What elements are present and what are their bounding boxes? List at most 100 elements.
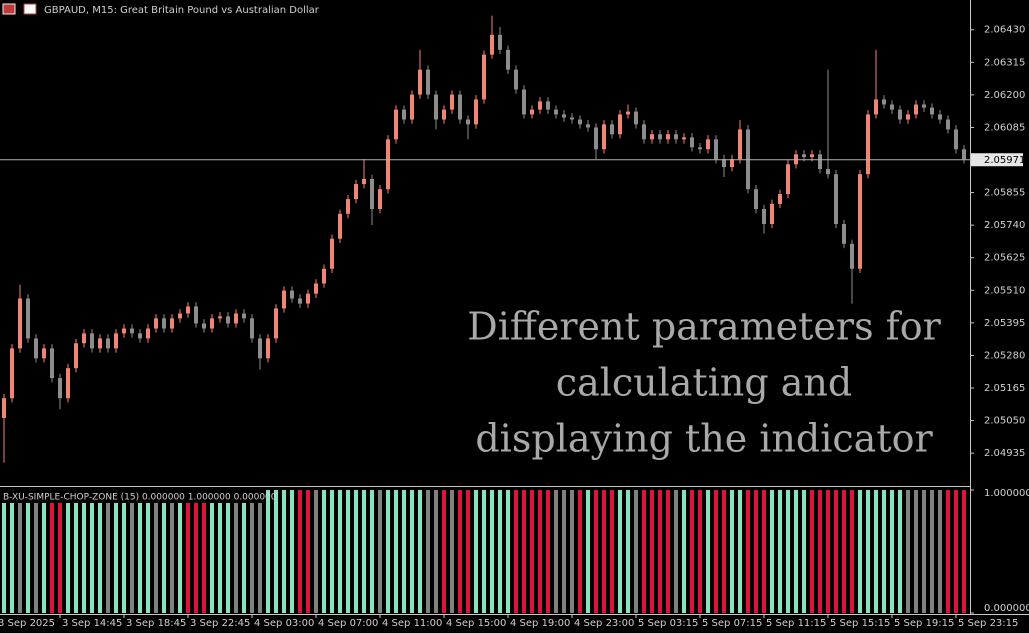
indicator-bar xyxy=(722,490,726,613)
indicator-bar xyxy=(482,490,486,613)
candle-body xyxy=(234,313,238,324)
annotation-line: calculating and xyxy=(556,361,852,405)
indicator-bar xyxy=(834,490,838,613)
candle-body xyxy=(162,318,166,329)
indicator-bar xyxy=(90,490,94,613)
candle-body xyxy=(530,109,534,115)
candle-body xyxy=(698,147,702,150)
candle-body xyxy=(202,323,206,329)
indicator-bar xyxy=(386,490,390,613)
indicator-bar xyxy=(314,490,318,613)
indicator-bar xyxy=(18,490,22,613)
indicator-bar xyxy=(274,490,278,613)
indicator-bar xyxy=(138,490,142,613)
candle-body xyxy=(850,243,854,269)
candle-body xyxy=(370,178,374,210)
indicator-bar xyxy=(642,490,646,613)
candle-body xyxy=(650,134,654,140)
x-tick-label: 5 Sep 11:15 xyxy=(766,618,826,629)
candle-body xyxy=(42,348,46,359)
indicator-bar xyxy=(362,490,366,613)
x-tick-label: 4 Sep 03:00 xyxy=(254,618,314,629)
candle-body xyxy=(906,114,910,120)
indicator-bar xyxy=(546,490,550,613)
x-tick-label: 4 Sep 11:00 xyxy=(382,618,442,629)
candle-body xyxy=(882,99,886,105)
flag-icon xyxy=(2,3,16,15)
candle-body xyxy=(626,111,630,115)
indicator-bar xyxy=(810,490,814,613)
indicator-bar xyxy=(146,490,150,613)
candle-body xyxy=(434,94,438,120)
candle-body xyxy=(466,119,470,125)
indicator-bar xyxy=(354,490,358,613)
indicator-bar xyxy=(490,490,494,613)
indicator-bar xyxy=(178,490,182,613)
candle-body xyxy=(218,316,222,319)
candle-body xyxy=(810,154,814,158)
candle-body xyxy=(922,104,926,108)
indicator-bar xyxy=(714,490,718,613)
candle-body xyxy=(714,139,718,160)
indicator-bar xyxy=(298,490,302,613)
indicator-bar xyxy=(906,490,910,613)
symbol-title: GBPAUD, M15: Great Britain Pound vs Aust… xyxy=(44,5,320,16)
indicator-bar xyxy=(282,490,286,613)
candle-body xyxy=(210,318,214,329)
candle-body xyxy=(818,154,822,170)
indicator-bar xyxy=(514,490,518,613)
candle-body xyxy=(426,69,430,95)
indicator-bar xyxy=(394,490,398,613)
candle-body xyxy=(634,111,638,125)
candle-body xyxy=(418,69,422,95)
indicator-bar xyxy=(34,490,38,613)
indicator-bar xyxy=(858,490,862,613)
candle-body xyxy=(138,333,142,339)
candle-body xyxy=(554,109,558,115)
y-tick-label: 2.05165 xyxy=(984,383,1025,394)
candle-body xyxy=(690,137,694,148)
candle-body xyxy=(770,203,774,225)
indicator-bar xyxy=(250,490,254,613)
indicator-bar xyxy=(746,490,750,613)
indicator-bar xyxy=(706,490,710,613)
candle-body xyxy=(130,328,134,334)
candle-body xyxy=(322,268,326,284)
indicator-bar xyxy=(50,490,54,613)
candle-body xyxy=(18,298,22,349)
candle-layer xyxy=(2,15,966,463)
indicator-bar xyxy=(10,490,14,613)
indicator-bar xyxy=(946,490,950,613)
candle-body xyxy=(610,124,614,135)
x-tick-label: 4 Sep 23:00 xyxy=(574,618,634,629)
candle-body xyxy=(706,139,710,150)
indicator-bar xyxy=(474,490,478,613)
candle-body xyxy=(546,101,550,110)
candle-body xyxy=(826,169,830,175)
candle-body xyxy=(738,129,742,160)
indicator-bar xyxy=(874,490,878,613)
candle-body xyxy=(146,328,150,339)
candle-body xyxy=(858,174,862,269)
indicator-bar xyxy=(738,490,742,613)
indicator-bar xyxy=(730,490,734,613)
indicator-bar xyxy=(194,490,198,613)
indicator-bar xyxy=(794,490,798,613)
indicator-bar xyxy=(426,490,430,613)
indicator-bar xyxy=(826,490,830,613)
x-tick-label: 4 Sep 19:00 xyxy=(510,618,570,629)
candle-body xyxy=(98,338,102,349)
indicator-bar xyxy=(322,490,326,613)
x-tick-label: 5 Sep 15:15 xyxy=(830,618,890,629)
current-price-label: 2.05971 xyxy=(984,155,1025,166)
indicator-bar xyxy=(890,490,894,613)
candle-body xyxy=(578,119,582,125)
y-tick-label: 2.05625 xyxy=(984,253,1025,264)
candle-body xyxy=(930,107,934,115)
indicator-bar xyxy=(650,490,654,613)
y-tick-label: 2.06085 xyxy=(984,122,1025,133)
indicator-bar xyxy=(522,490,526,613)
indicator-bar xyxy=(330,490,334,613)
y-tick-label: 2.05395 xyxy=(984,318,1025,329)
candle-body xyxy=(570,117,574,120)
